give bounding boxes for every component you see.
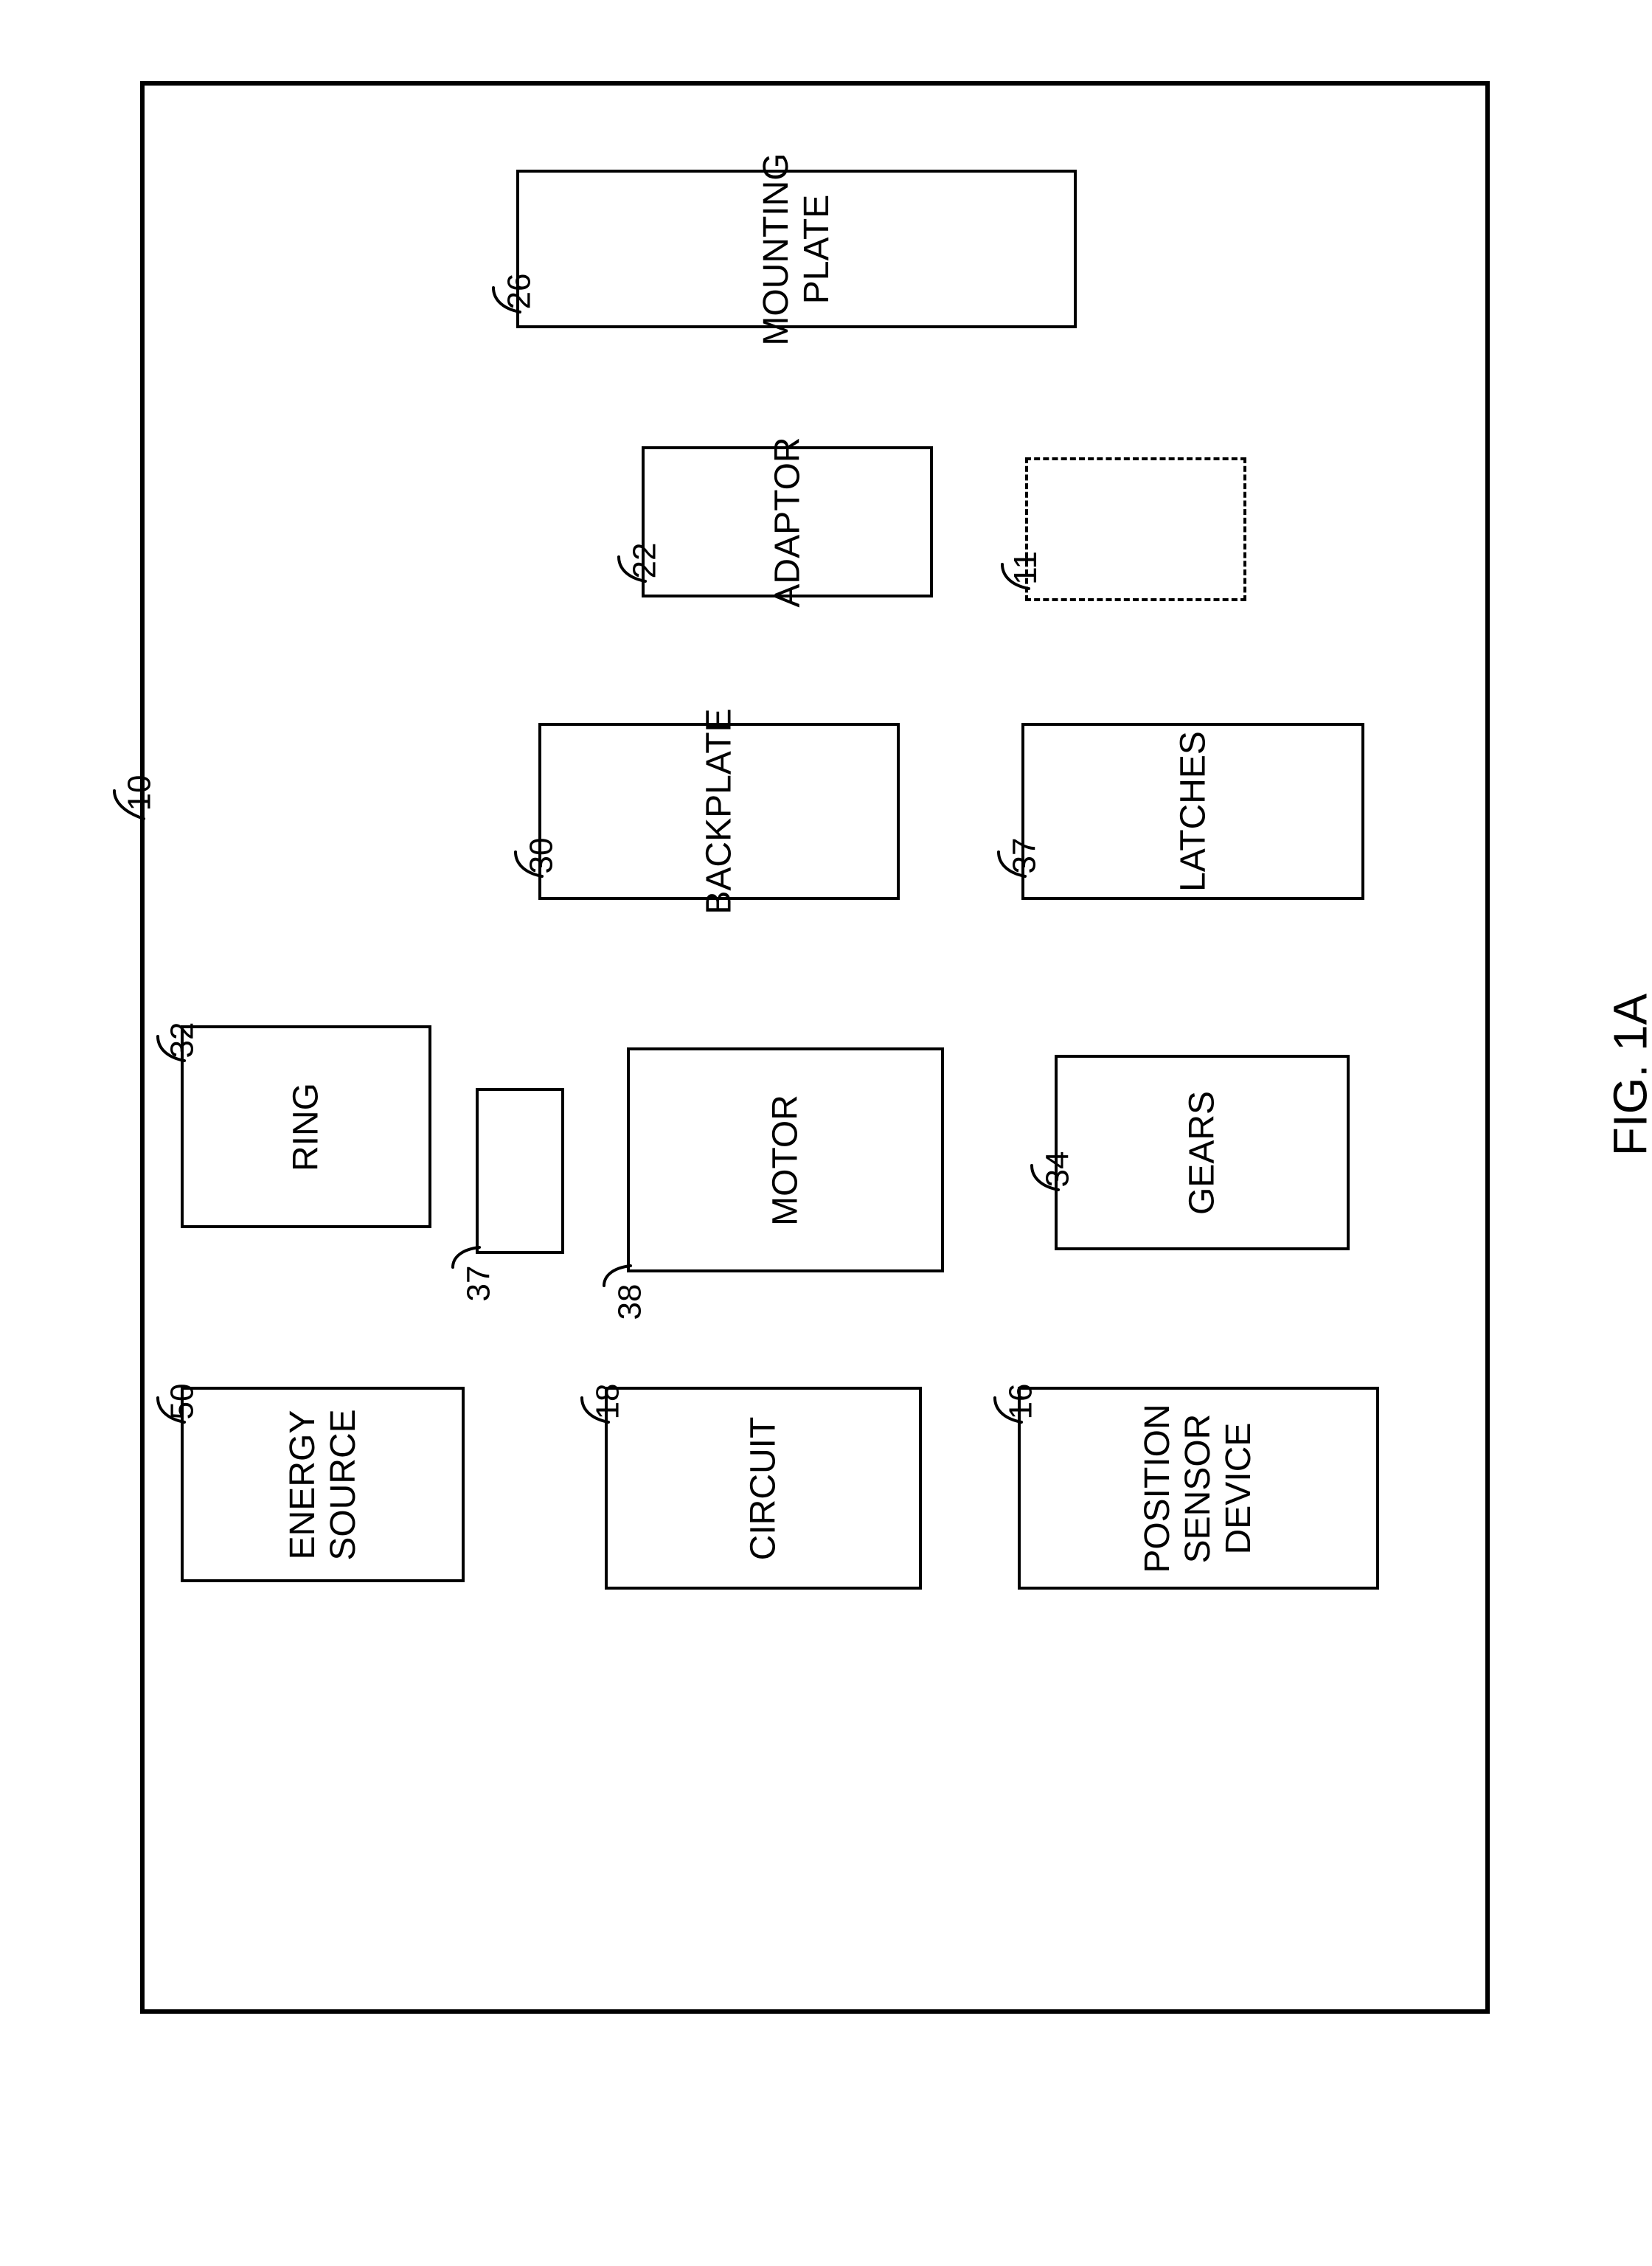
block-label-backplate: BACKPLATE [698, 708, 739, 914]
ref-latches: 37 [1006, 838, 1043, 874]
ref-ring: 32 [164, 1022, 201, 1058]
block-energy_source: ENERGY SOURCE [181, 1387, 465, 1582]
ref-adaptor: 22 [626, 543, 663, 579]
block-ring: RING [181, 1025, 431, 1228]
block-latches: LATCHES [1021, 723, 1364, 900]
block-box37b [476, 1088, 564, 1254]
block-position_sensor: POSITION SENSOR DEVICE [1018, 1387, 1379, 1590]
block-label-latches: LATCHES [1173, 731, 1213, 892]
diagram-stage: 10MOUNTING PLATE26ADAPTOR2211BACKPLATE30… [0, 0, 1652, 2266]
ref-10: 10 [121, 775, 158, 811]
ref-position_sensor: 16 [1002, 1384, 1039, 1420]
ref-gears: 34 [1039, 1151, 1076, 1188]
block-label-gears: GEARS [1181, 1090, 1222, 1214]
ref-mounting_plate: 26 [501, 274, 538, 310]
block-box11 [1025, 457, 1246, 601]
block-gears: GEARS [1055, 1055, 1350, 1250]
block-label-ring: RING [285, 1083, 326, 1171]
block-label-adaptor: ADAPTOR [767, 437, 808, 607]
block-backplate: BACKPLATE [538, 723, 900, 900]
block-motor: MOTOR [627, 1047, 944, 1272]
block-mounting_plate: MOUNTING PLATE [516, 170, 1077, 328]
block-label-energy_source: ENERGY SOURCE [282, 1409, 363, 1560]
block-label-mounting_plate: MOUNTING PLATE [756, 153, 837, 345]
ref-circuit: 18 [589, 1384, 626, 1420]
ref-motor: 38 [611, 1284, 648, 1320]
block-label-circuit: CIRCUIT [743, 1416, 783, 1560]
figure-title: FIG. 1A [1603, 994, 1652, 1157]
ref-box37b: 37 [460, 1266, 497, 1302]
ref-backplate: 30 [523, 838, 560, 874]
ref-energy_source: 50 [164, 1384, 201, 1420]
block-label-position_sensor: POSITION SENSOR DEVICE [1137, 1404, 1260, 1573]
block-circuit: CIRCUIT [605, 1387, 922, 1590]
block-label-motor: MOTOR [765, 1095, 805, 1226]
ref-box11: 11 [1007, 551, 1044, 585]
block-adaptor: ADAPTOR [642, 446, 933, 597]
